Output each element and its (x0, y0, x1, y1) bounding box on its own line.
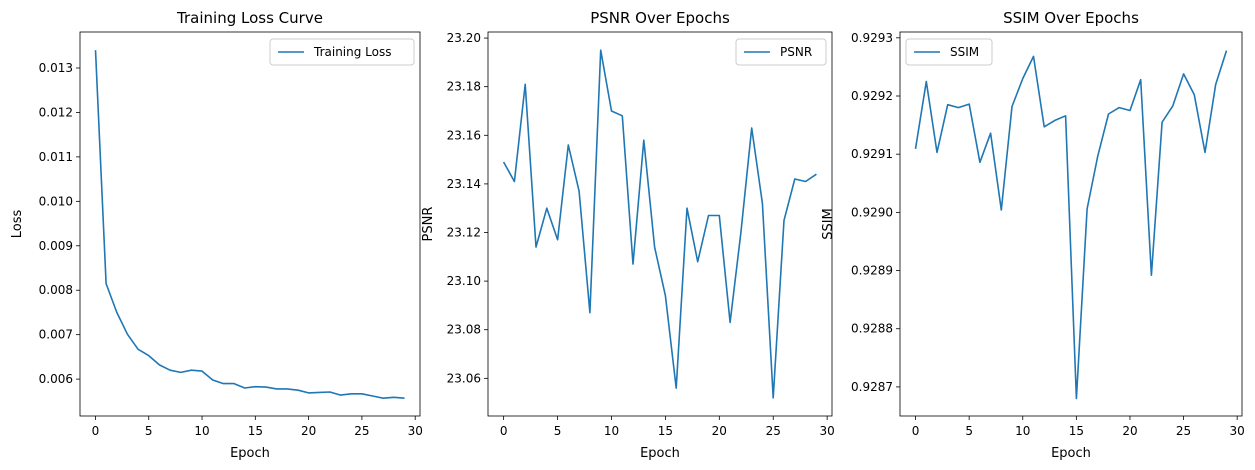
legend-label: PSNR (780, 45, 812, 59)
y-tick-label: 23.18 (447, 80, 481, 94)
y-tick-label: 0.010 (39, 194, 73, 208)
legend-label: Training Loss (313, 45, 391, 59)
x-tick-label: 30 (1230, 424, 1245, 438)
y-tick-label: 23.12 (447, 226, 481, 240)
y-axis-label: Loss (10, 210, 25, 239)
y-tick-label: 0.007 (39, 328, 73, 342)
x-tick-label: 15 (248, 424, 263, 438)
x-axis-label: Epoch (1051, 446, 1091, 461)
series-line (914, 50, 1228, 400)
y-tick-label: 0.9291 (851, 147, 893, 161)
x-tick-label: 25 (766, 424, 781, 438)
y-tick-label: 0.008 (39, 283, 73, 297)
x-tick-label: 10 (194, 424, 209, 438)
y-tick-label: 23.10 (447, 274, 481, 288)
x-tick-label: 20 (301, 424, 316, 438)
x-tick-label: 5 (965, 424, 973, 438)
chart-1: Training Loss Curve 0 5 10 15 20 25 30 0.006 0.00… (10, 9, 423, 461)
x-tick-label: 5 (145, 424, 153, 438)
y-axis-label: PSNR (421, 207, 436, 242)
x-tick-label: 0 (500, 424, 508, 438)
legend-box (735, 38, 827, 66)
legend-label: SSIM (950, 45, 979, 59)
x-tick-label: 10 (1015, 424, 1030, 438)
y-tick-label: 0.009 (39, 239, 73, 253)
x-tick-label: 0 (912, 424, 920, 438)
y-tick-label: 23.14 (447, 177, 481, 191)
x-tick-label: 0 (92, 424, 100, 438)
y-axis-label: SSIM (821, 208, 836, 240)
y-tick-label: 0.9288 (851, 322, 893, 336)
y-tick-label: 0.9292 (851, 89, 893, 103)
y-tick-label: 0.9289 (851, 264, 893, 278)
x-tick-label: 20 (712, 424, 727, 438)
x-tick-label: 20 (1122, 424, 1137, 438)
x-tick-label: 30 (408, 424, 423, 438)
y-tick-label: 23.16 (447, 128, 481, 142)
chart-title: SSIM Over Epochs (1003, 9, 1139, 27)
legend-box (269, 38, 415, 66)
x-tick-label: 15 (658, 424, 673, 438)
axes-frame (487, 31, 833, 417)
y-tick-label: 0.012 (39, 105, 73, 119)
legend: PSNR (735, 38, 827, 66)
x-axis-label: Epoch (640, 446, 680, 461)
legend-box (905, 38, 993, 66)
series-line (502, 49, 817, 399)
y-tick-label: 0.011 (39, 150, 73, 164)
chart-3: SSIM Over Epochs 0 5 10 15 20 25 30 0.9287 0.9288… (821, 9, 1245, 461)
x-tick-label: 30 (820, 424, 835, 438)
axes-frame (899, 31, 1243, 417)
x-tick-label: 10 (604, 424, 619, 438)
x-axis-label: Epoch (230, 446, 270, 461)
chart-2: PSNR Over Epochs 0 5 10 15 20 25 30 23.06 23.08 23… (421, 9, 835, 461)
x-tick-label: 15 (1069, 424, 1084, 438)
y-tick-label: 0.9290 (851, 205, 893, 219)
y-tick-label: 0.9287 (851, 380, 893, 394)
y-tick-label: 0.9293 (851, 31, 893, 45)
chart-title: PSNR Over Epochs (590, 9, 730, 27)
x-tick-label: 25 (1176, 424, 1191, 438)
legend: SSIM (905, 38, 993, 66)
y-tick-label: 23.06 (447, 371, 481, 385)
y-tick-label: 23.20 (447, 31, 481, 45)
legend: Training Loss (269, 38, 415, 66)
series-line (94, 50, 405, 400)
x-tick-label: 5 (554, 424, 562, 438)
chart-title: Training Loss Curve (176, 9, 323, 27)
y-tick-label: 0.013 (39, 61, 73, 75)
y-tick-label: 23.08 (447, 323, 481, 337)
x-tick-label: 25 (354, 424, 369, 438)
axes-frame (79, 31, 421, 417)
y-tick-label: 0.006 (39, 372, 73, 386)
